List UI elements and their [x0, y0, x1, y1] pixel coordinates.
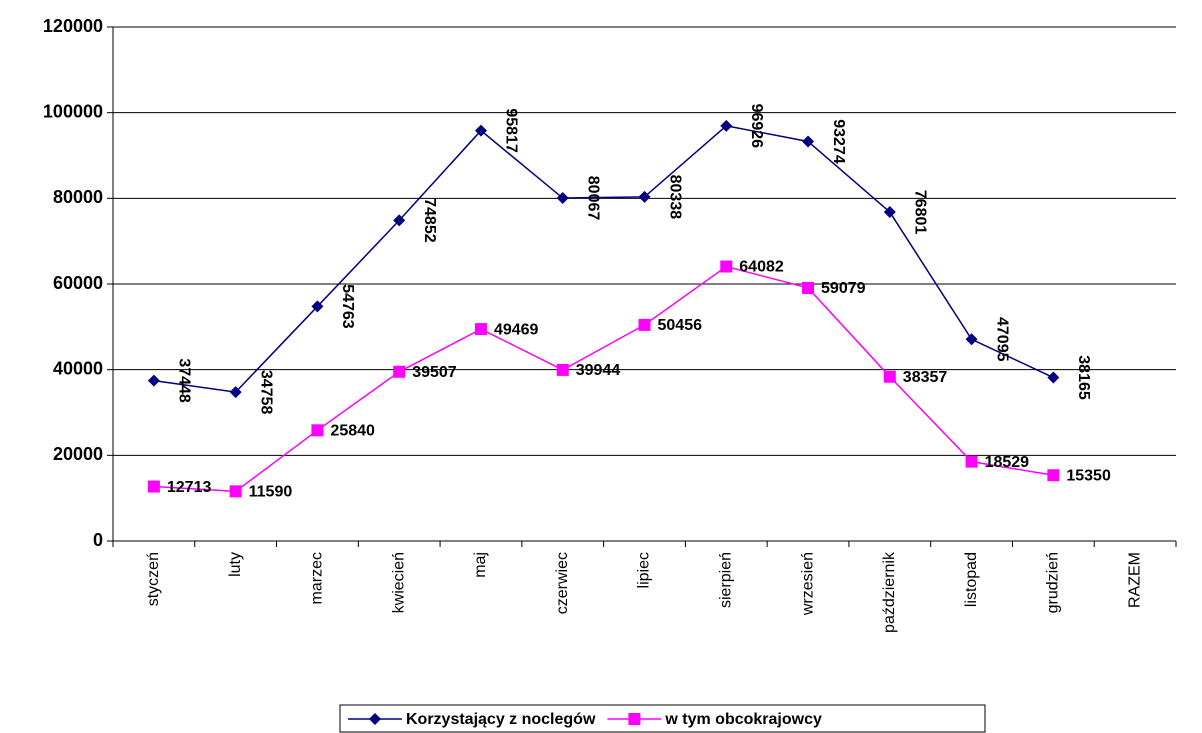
- x-tick-label: wrzesień: [799, 552, 816, 616]
- series-line: [153, 125, 1054, 393]
- data-label: 39944: [576, 362, 621, 379]
- y-tick-label: 60000: [53, 273, 103, 293]
- data-label: 15350: [1066, 467, 1111, 484]
- marker: [965, 333, 978, 346]
- data-label: 93274: [830, 119, 847, 164]
- data-label: 74852: [421, 198, 438, 243]
- legend: Korzystający z noclegów w tym obcokrajowc…: [339, 704, 986, 733]
- x-tick-label: grudzień: [1045, 552, 1062, 613]
- marker: [720, 260, 733, 273]
- data-label: 54763: [339, 284, 356, 329]
- data-label: 11590: [249, 484, 293, 501]
- data-label: 64082: [739, 259, 784, 276]
- data-label: 80067: [584, 176, 601, 221]
- data-label: 38165: [1075, 355, 1092, 400]
- data-label: 49469: [494, 321, 539, 338]
- x-tick-label: marzec: [309, 552, 326, 604]
- data-label: 59079: [821, 280, 866, 297]
- marker: [1047, 371, 1060, 384]
- data-label: 34758: [257, 370, 274, 415]
- series-line: [153, 265, 1054, 493]
- x-tick-label: czerwiec: [554, 552, 571, 614]
- data-label: 39507: [412, 364, 457, 381]
- data-label: 38357: [903, 369, 948, 386]
- data-label: 80338: [666, 175, 683, 220]
- marker: [802, 135, 815, 148]
- marker: [556, 363, 569, 376]
- x-tick-label: styczeń: [145, 552, 162, 606]
- legend-label: Korzystający z noclegów: [406, 711, 596, 728]
- marker: [229, 386, 242, 399]
- marker: [147, 480, 160, 493]
- marker: [628, 713, 641, 725]
- marker: [883, 370, 896, 383]
- marker: [720, 119, 733, 132]
- marker: [474, 323, 487, 336]
- y-tick-label: 100000: [43, 101, 103, 121]
- data-label: 25840: [330, 423, 375, 440]
- data-label: 50456: [658, 317, 703, 334]
- x-tick-label: luty: [227, 552, 244, 577]
- series: 12713 11590 25840 39507 49469 39944 50456 64082…: [147, 259, 1111, 501]
- marker: [393, 365, 406, 378]
- legend-label: w tym obcokrajowcy: [664, 711, 822, 728]
- marker: [393, 214, 406, 227]
- marker: [965, 455, 978, 468]
- marker: [369, 713, 381, 725]
- data-label: 76801: [912, 190, 929, 235]
- y-tick-label: 0: [93, 530, 103, 550]
- data-label: 18529: [985, 454, 1030, 471]
- data-label: 37448: [176, 358, 193, 403]
- marker: [1047, 469, 1060, 482]
- x-tick-label: kwiecień: [390, 552, 407, 613]
- y-tick-label: 20000: [53, 444, 103, 464]
- marker: [802, 281, 815, 294]
- data-label: 96926: [748, 104, 765, 149]
- marker: [638, 190, 651, 203]
- marker: [556, 192, 569, 205]
- data-label: 95817: [503, 108, 520, 153]
- data-label: 12713: [167, 479, 212, 496]
- x-tick-label: RAZEM: [1126, 552, 1143, 608]
- x-tick-label: październik: [881, 551, 898, 633]
- x-tick-label: maj: [472, 552, 489, 578]
- y-tick-label: 40000: [53, 358, 103, 378]
- marker: [883, 206, 896, 219]
- legend-box: [339, 704, 986, 733]
- marker: [311, 424, 324, 437]
- marker: [229, 485, 242, 498]
- x-tick-label: listopad: [963, 552, 980, 607]
- y-tick-label: 80000: [53, 187, 103, 207]
- x-tick-label: lipiec: [636, 552, 653, 588]
- marker: [474, 124, 487, 137]
- y-tick-label: 120000: [43, 16, 103, 36]
- series: 37448 34758 54763 74852 95817 80067 80338 96926…: [147, 104, 1092, 415]
- x-tick-label: sierpień: [717, 552, 734, 608]
- data-label: 47095: [993, 317, 1010, 362]
- marker: [147, 374, 160, 387]
- marker: [638, 318, 651, 331]
- marker: [311, 300, 324, 313]
